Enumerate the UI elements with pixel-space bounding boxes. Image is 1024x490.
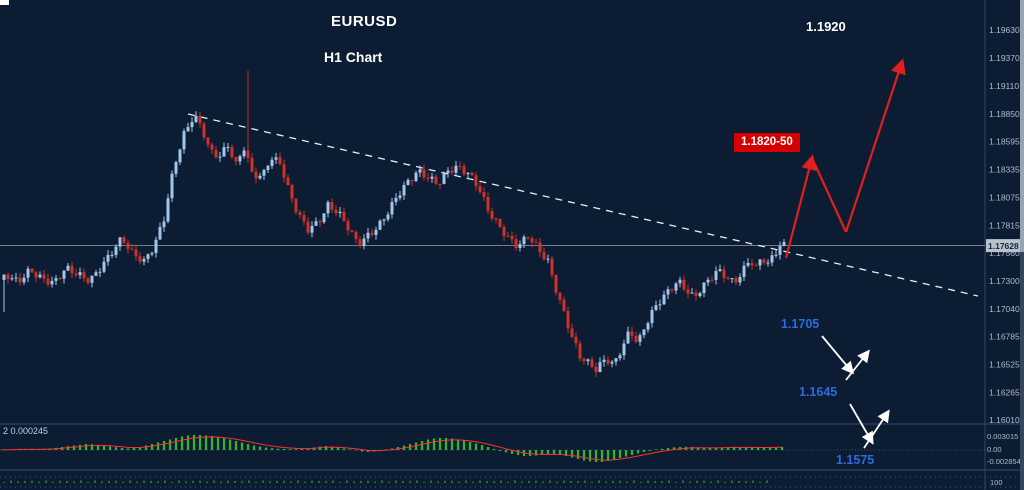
svg-text:1.16265: 1.16265 bbox=[989, 387, 1020, 397]
svg-text:1.16010: 1.16010 bbox=[989, 415, 1020, 425]
svg-text:1.17560: 1.17560 bbox=[989, 248, 1020, 258]
macd-signal-line bbox=[1, 436, 783, 461]
svg-text:1.18335: 1.18335 bbox=[989, 164, 1020, 174]
svg-text:1.16525: 1.16525 bbox=[989, 359, 1020, 369]
svg-text:1.17300: 1.17300 bbox=[989, 276, 1020, 286]
svg-text:1.19630: 1.19630 bbox=[989, 25, 1020, 35]
svg-text:1.19370: 1.19370 bbox=[989, 53, 1020, 63]
scrollbar-thumb[interactable] bbox=[1020, 0, 1024, 252]
support-label-1645: 1.1645 bbox=[799, 385, 838, 399]
candles bbox=[2, 70, 786, 377]
svg-text:1.19110: 1.19110 bbox=[989, 81, 1019, 91]
svg-text:1.16785: 1.16785 bbox=[989, 331, 1020, 341]
macd-indicator-label: 2 0.000245 bbox=[3, 426, 49, 436]
price-axis: 1.19630 1.19370 1.19110 1.18850 1.18595 1.183… bbox=[989, 25, 1020, 425]
svg-text:1.17040: 1.17040 bbox=[989, 304, 1020, 314]
red-projection-arrows bbox=[784, 58, 906, 259]
macd-histogram bbox=[0, 435, 985, 462]
svg-text:1.18075: 1.18075 bbox=[989, 192, 1020, 202]
svg-text:1.18850: 1.18850 bbox=[989, 109, 1020, 119]
svg-text:1.17628: 1.17628 bbox=[988, 241, 1019, 251]
chart-subtitle: H1 Chart bbox=[324, 49, 383, 65]
macd-axis: 0.003015 0.00 -0.002854 100 bbox=[987, 432, 1021, 487]
bottom-axis-label: 100 bbox=[990, 478, 1003, 487]
svg-text:-0.002854: -0.002854 bbox=[987, 457, 1021, 466]
support-label-1575: 1.1575 bbox=[836, 453, 875, 467]
upside-target-label: 1.1920 bbox=[806, 19, 846, 34]
svg-text:1.18595: 1.18595 bbox=[989, 136, 1020, 146]
current-price-tag: 1.17628 bbox=[986, 239, 1023, 253]
trendline bbox=[187, 113, 979, 297]
chart-title: EURUSD bbox=[331, 13, 398, 30]
svg-text:0.003015: 0.003015 bbox=[987, 432, 1018, 441]
corner-marker bbox=[0, 0, 9, 5]
svg-text:0.00: 0.00 bbox=[987, 445, 1002, 454]
support-label-1705: 1.1705 bbox=[781, 317, 820, 331]
supply-zone-badge: 1.1820-50 bbox=[734, 133, 800, 152]
bottom-indicator-panel bbox=[0, 476, 1024, 488]
window-scrollbar[interactable] bbox=[1020, 0, 1024, 490]
white-scenario-arrows bbox=[821, 335, 890, 449]
svg-text:1.17815: 1.17815 bbox=[989, 220, 1020, 230]
